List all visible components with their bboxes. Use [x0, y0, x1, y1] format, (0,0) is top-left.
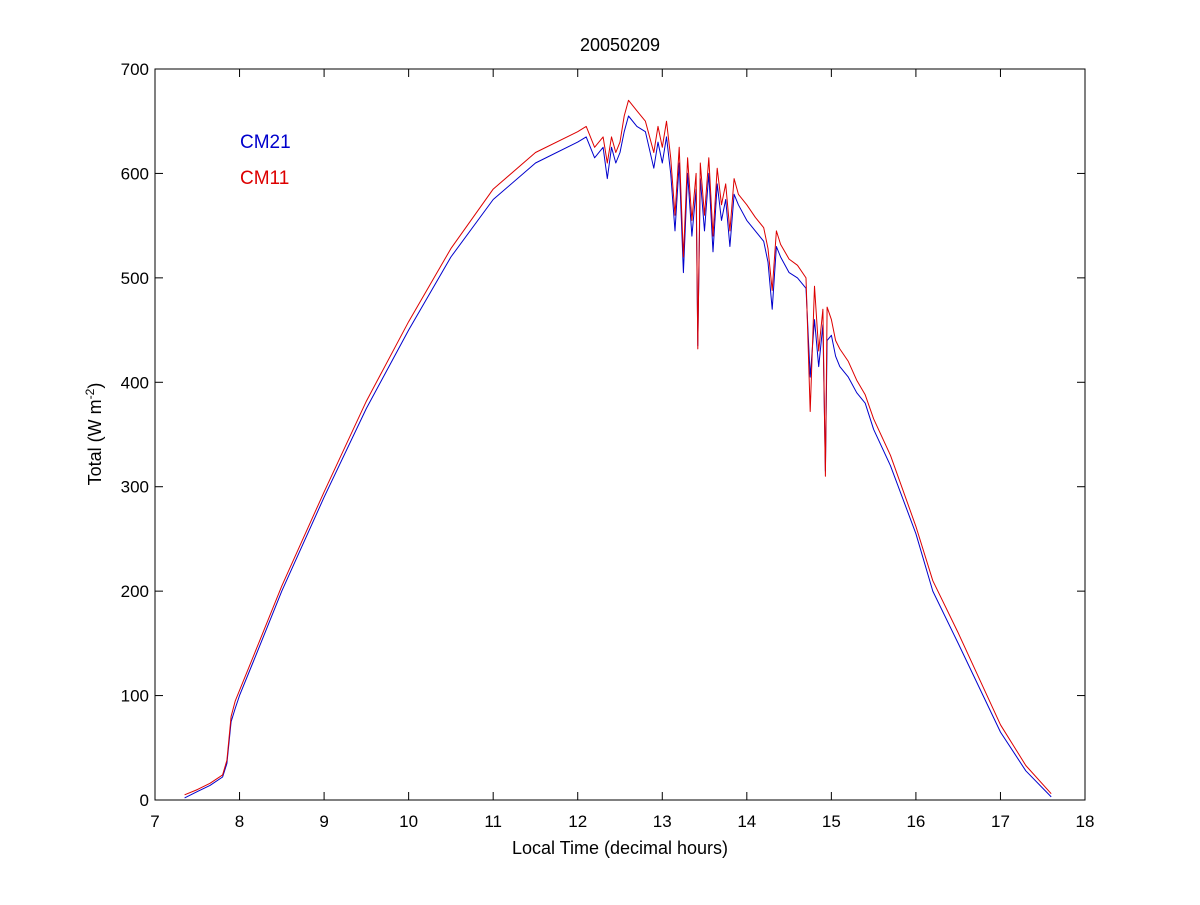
- x-tick-label: 15: [822, 812, 841, 831]
- y-tick-label: 100: [121, 687, 149, 706]
- x-tick-label: 17: [991, 812, 1010, 831]
- x-tick-label: 11: [484, 812, 502, 831]
- x-tick-label: 8: [235, 812, 244, 831]
- y-tick-label: 300: [121, 478, 149, 497]
- labels: 20050209 Local Time (decimal hours) Tota…: [83, 35, 728, 858]
- x-tick-label: 10: [399, 812, 418, 831]
- x-tick-label: 16: [906, 812, 925, 831]
- plot-background: [155, 69, 1085, 800]
- y-tick-label: 0: [140, 791, 149, 810]
- chart-title: 20050209: [580, 35, 660, 55]
- y-tick-label: 700: [121, 60, 149, 79]
- x-tick-label: 18: [1076, 812, 1095, 831]
- x-tick-label: 7: [150, 812, 159, 831]
- legend-entry-cm11: CM11: [240, 168, 289, 189]
- x-tick-label: 14: [737, 812, 756, 831]
- y-axis-label: Total (W m-2): [83, 383, 105, 486]
- y-tick-label: 200: [121, 582, 149, 601]
- y-tick-label: 400: [121, 373, 149, 392]
- x-tick-label: 12: [568, 812, 587, 831]
- y-axis-label-superscript: -2: [83, 388, 97, 399]
- axes-box: [154, 68, 1086, 801]
- x-tick-label: 13: [653, 812, 672, 831]
- legend: CM21 CM11: [240, 132, 291, 189]
- plot-area: [155, 69, 1085, 800]
- y-axis-label-main: Total (W m: [85, 399, 105, 485]
- legend-entry-cm21: CM21: [240, 132, 291, 153]
- ticks: 7 8 9 10 11 12 13 14 15 16 17 18 0 100 200 300 400 500 600…: [121, 60, 1095, 831]
- y-tick-label: 500: [121, 269, 149, 288]
- x-axis-label: Local Time (decimal hours): [512, 838, 728, 858]
- y-tick-label: 600: [121, 164, 149, 183]
- series-line-cm11: [184, 99, 1052, 796]
- x-tick-label: 9: [319, 812, 328, 831]
- axes-frame: [154, 68, 1086, 801]
- y-axis-label-suffix: ): [85, 383, 105, 389]
- series-layer: [184, 99, 1052, 799]
